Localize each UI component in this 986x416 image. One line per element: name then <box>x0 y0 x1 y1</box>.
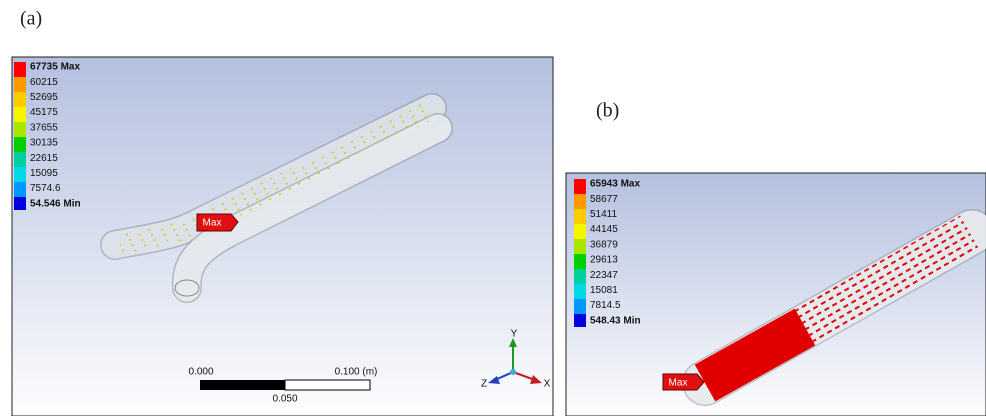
axis-label: Z <box>481 379 487 390</box>
particles <box>694 308 816 402</box>
legend-label: 15081 <box>590 285 618 296</box>
legend-label: 7814.5 <box>590 300 621 311</box>
legend <box>14 62 26 210</box>
viewport <box>11 56 554 416</box>
legend-label: 15095 <box>30 168 58 179</box>
legend-label: 22615 <box>30 153 58 164</box>
legend-label: 30135 <box>30 138 58 149</box>
panel-a: Max 0.000 0.100 (m) 0.050 Y Z X <box>11 56 554 416</box>
axes-triad: Y Z X <box>481 329 551 390</box>
scale-label: 0.100 (m) <box>335 367 378 378</box>
particles <box>795 215 980 345</box>
legend-label: 22347 <box>590 270 618 281</box>
legend-label: 29613 <box>590 255 618 266</box>
scale-label: 0.000 <box>188 367 213 378</box>
scale-bar <box>200 380 285 390</box>
panel-b: Max <box>565 172 986 416</box>
max-tag-text: Max <box>669 378 688 389</box>
legend-label: 54.546 Min <box>30 198 81 209</box>
legend-label: 67735 Max <box>30 62 80 73</box>
max-tag <box>662 373 705 391</box>
axis-label: X <box>544 379 551 390</box>
legend-label: 65943 Max <box>590 179 640 190</box>
pipe-end <box>174 279 200 297</box>
legend-label: 60215 <box>30 77 58 88</box>
scale-label: 0.050 <box>272 394 297 405</box>
legend <box>574 179 586 327</box>
scale-bar <box>284 379 371 391</box>
legend-label: 52695 <box>30 92 58 103</box>
legend-label: 548.43 Min <box>590 315 641 326</box>
panel-label: (a) <box>20 8 42 30</box>
viewport <box>565 172 986 416</box>
panel-label: (b) <box>596 100 619 122</box>
axis-label: Y <box>511 329 518 340</box>
legend-label: 44145 <box>590 224 618 235</box>
max-tag <box>196 213 239 232</box>
legend-label: 7574.6 <box>30 183 61 194</box>
legend-label: 37655 <box>30 122 58 133</box>
legend-label: 36879 <box>590 239 618 250</box>
legend-label: 58677 <box>590 194 618 205</box>
legend-label: 45175 <box>30 107 58 118</box>
max-tag-text: Max <box>203 218 222 229</box>
legend-label: 51411 <box>590 209 618 220</box>
